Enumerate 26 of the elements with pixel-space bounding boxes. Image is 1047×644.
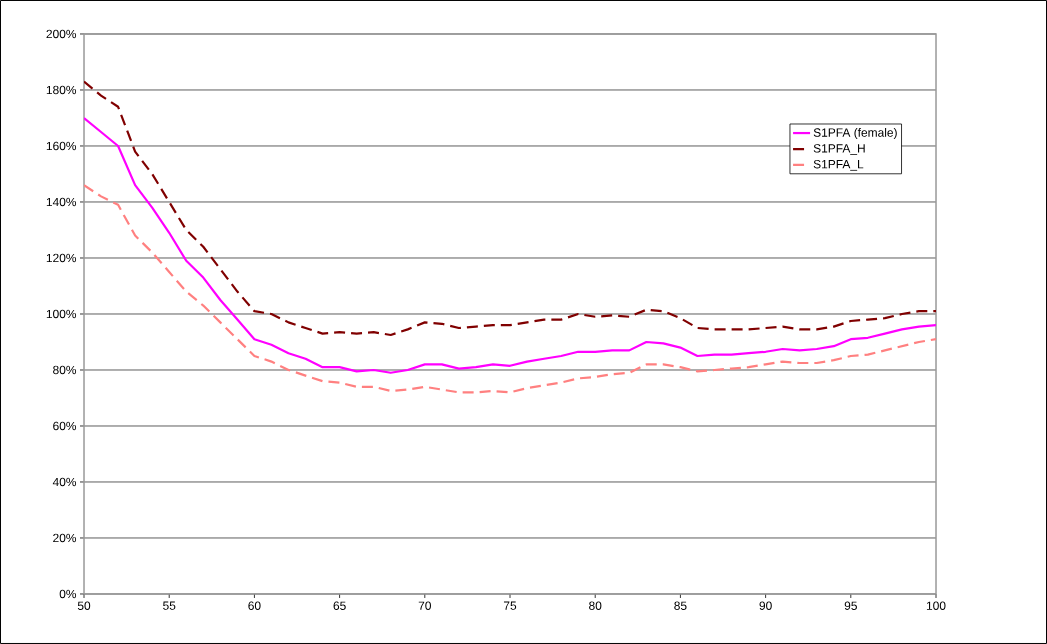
x-tick-label: 65 [333,601,346,610]
x-tick-label: 80 [589,601,602,610]
y-tick-label: 60% [53,421,77,431]
y-tick-label: 140% [46,197,77,207]
y-tick-label: 40% [52,477,77,487]
y-tick-label: 20% [53,533,77,543]
x-tick-label: 95 [844,601,857,610]
x-tick-label: 90 [759,601,772,610]
x-tick-label: 55 [163,601,176,610]
x-tick-label: 100 [926,601,946,610]
y-tick-label: 180% [46,85,77,95]
x-tick-label: 60 [248,601,261,610]
y-tick-label: 120% [46,253,77,263]
x-tick-label: 75 [503,601,517,610]
legend-label: S1PFA (female) [813,127,897,140]
x-tick-label: 70 [418,601,431,610]
legend-label: S1PFA_L [813,159,864,171]
legend-label: S1PFA_H [813,144,865,155]
y-tick-label: 160% [46,141,77,151]
y-tick-label: 0% [59,589,77,599]
x-tick-label: 85 [674,601,687,610]
y-tick-label: 200% [46,29,77,39]
line-series [84,116,937,374]
y-tick-label: 100% [46,309,77,319]
x-tick-label: 50 [77,601,91,610]
y-tick-label: 80% [53,365,77,375]
